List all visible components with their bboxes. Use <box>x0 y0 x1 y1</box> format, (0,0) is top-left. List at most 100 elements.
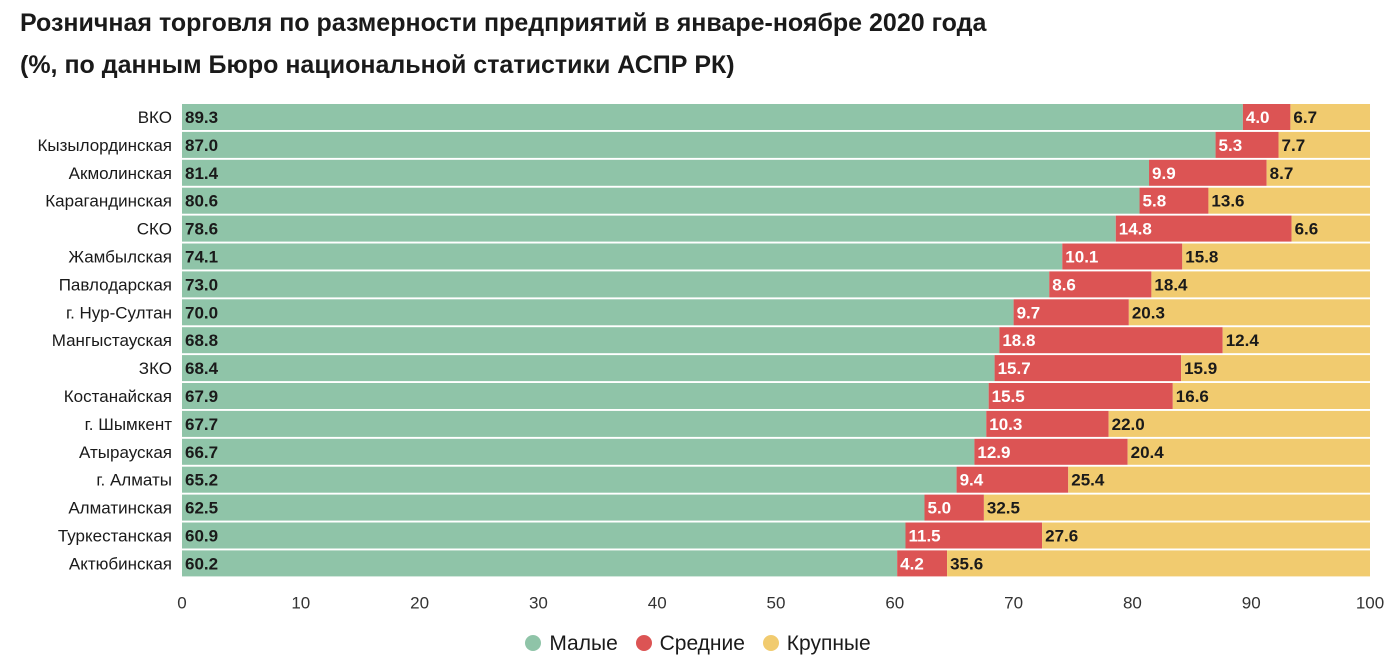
bar-segment-large <box>1172 383 1370 409</box>
legend-swatch-medium <box>635 635 652 651</box>
category-label: ЗКО <box>139 359 172 378</box>
category-label: г. Алматы <box>96 471 172 490</box>
data-label-medium: 9.7 <box>1017 303 1041 322</box>
bar-segment-large <box>1127 438 1370 465</box>
data-label-large: 22.0 <box>1112 415 1145 434</box>
category-label: Павлодарская <box>59 275 172 294</box>
data-label-small: 81.4 <box>185 164 219 183</box>
data-label-large: 16.6 <box>1176 387 1209 406</box>
bar-segment-medium <box>999 327 1223 354</box>
data-label-large: 18.4 <box>1154 275 1188 294</box>
bar-segment-small <box>182 131 1216 158</box>
x-tick-label: 50 <box>767 593 786 612</box>
category-label: г. Нур-Султан <box>66 303 172 322</box>
data-label-medium: 5.0 <box>928 499 952 518</box>
bar-segment-small <box>182 522 906 549</box>
data-label-small: 74.1 <box>185 248 218 267</box>
category-label: Актюбинская <box>69 554 172 573</box>
category-label: СКО <box>137 220 172 239</box>
legend-label-medium: Средние <box>659 632 745 655</box>
bar-segment-medium <box>1062 243 1183 270</box>
data-label-medium: 9.4 <box>960 471 984 490</box>
data-label-large: 20.3 <box>1132 303 1165 322</box>
bar-segment-small <box>182 383 989 409</box>
category-label: ВКО <box>138 108 172 127</box>
bar-segment-large <box>1068 466 1370 493</box>
bar-segment-medium <box>905 522 1043 549</box>
data-label-large: 15.9 <box>1184 359 1217 378</box>
data-label-large: 20.4 <box>1131 443 1165 462</box>
bar-segment-large <box>1208 187 1370 214</box>
bar-segment-small <box>182 215 1116 242</box>
data-label-small: 65.2 <box>185 471 218 490</box>
bar-segment-large <box>1291 215 1370 242</box>
category-label: Костанайская <box>64 387 172 406</box>
bar-segment-medium <box>988 383 1173 409</box>
data-label-large: 12.4 <box>1226 331 1260 350</box>
data-label-medium: 12.9 <box>977 443 1010 462</box>
x-tick-label: 60 <box>885 593 904 612</box>
data-label-small: 60.2 <box>185 554 218 573</box>
category-label: Карагандинская <box>45 192 172 211</box>
bar-segment-small <box>182 355 995 382</box>
data-label-small: 67.7 <box>185 415 218 434</box>
data-label-medium: 18.8 <box>1002 331 1035 350</box>
bar-segment-small <box>182 494 925 521</box>
data-label-large: 8.7 <box>1270 164 1294 183</box>
bar-segment-medium <box>1215 131 1279 158</box>
category-label: Жамбылская <box>68 248 172 267</box>
bar-segment-medium <box>1013 299 1129 326</box>
data-label-small: 78.6 <box>185 220 218 239</box>
data-label-medium: 4.2 <box>900 554 924 573</box>
legend-item-small: Малые <box>525 630 618 658</box>
data-label-small: 73.0 <box>185 275 218 294</box>
bar-segment-small <box>182 466 957 493</box>
data-label-large: 27.6 <box>1045 527 1078 546</box>
data-label-large: 7.7 <box>1282 136 1306 155</box>
x-tick-label: 10 <box>291 593 310 612</box>
bar-segment-large <box>1278 131 1370 158</box>
data-label-small: 66.7 <box>185 443 218 462</box>
bar-segment-large <box>947 550 1370 577</box>
category-label: Мангыстауская <box>52 331 172 350</box>
data-label-medium: 14.8 <box>1119 220 1152 239</box>
bar-segment-large <box>1181 355 1370 382</box>
x-tick-label: 0 <box>177 593 186 612</box>
data-label-medium: 4.0 <box>1246 108 1270 127</box>
bar-segment-medium <box>897 550 948 577</box>
bar-segment-medium <box>974 438 1128 465</box>
bar-segment-medium <box>956 466 1069 493</box>
bar-segment-medium <box>1139 187 1209 214</box>
data-label-medium: 10.1 <box>1065 248 1098 267</box>
data-label-medium: 5.8 <box>1143 192 1167 211</box>
bar-segment-large <box>1042 522 1370 549</box>
data-label-large: 35.6 <box>950 554 983 573</box>
legend-label-small: Малые <box>549 632 618 655</box>
data-label-medium: 8.6 <box>1052 275 1076 294</box>
x-tick-label: 80 <box>1123 593 1142 612</box>
category-label: Алматинская <box>68 499 172 518</box>
x-tick-label: 30 <box>529 593 548 612</box>
bar-segment-small <box>182 271 1050 298</box>
chart-subtitle: (%, по данным Бюро национальной статисти… <box>20 51 735 79</box>
bar-segment-medium <box>1115 215 1292 242</box>
bar-segment-large <box>1266 159 1370 186</box>
bar-segment-medium <box>994 355 1182 382</box>
bar-segment-small <box>182 299 1014 326</box>
stacked-bar-chart: ВКО 89.3 4.0 6.7 Кызылординская 87.0 5.3 7.7 Акм… <box>37 104 1384 612</box>
legend-item-medium: Средние <box>635 630 745 658</box>
bar-segment-small <box>182 187 1140 214</box>
x-tick-label: 40 <box>648 593 667 612</box>
chart-title: Розничная торговля по размерности предпр… <box>20 9 987 37</box>
bar-segment-small <box>182 550 898 577</box>
bar-segment-large <box>1128 299 1370 326</box>
bar-segment-small <box>182 243 1063 270</box>
chart-legend: Малые Средние Крупные <box>0 630 1396 658</box>
data-label-medium: 9.9 <box>1152 164 1176 183</box>
legend-swatch-small <box>525 635 542 651</box>
data-label-large: 6.7 <box>1293 108 1317 127</box>
bar-segment-medium <box>986 410 1109 437</box>
category-label: Акмолинская <box>69 164 172 183</box>
data-label-large: 32.5 <box>987 499 1020 518</box>
bar-segment-small <box>182 438 975 465</box>
